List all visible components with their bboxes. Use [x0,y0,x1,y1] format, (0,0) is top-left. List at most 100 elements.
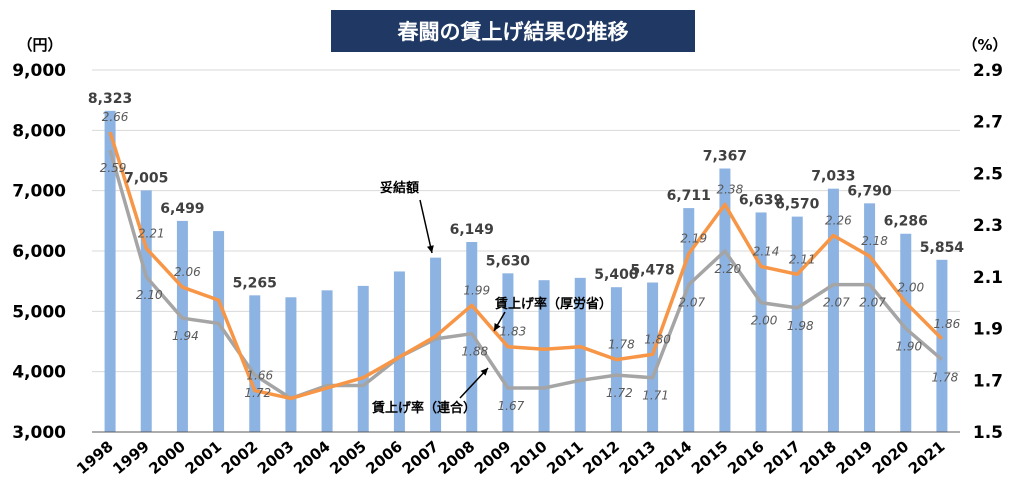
x-tick-label: 1998 [73,437,117,478]
mhlw-rate-label: 2.00 [897,281,924,295]
bar [900,233,912,432]
bar [466,242,478,432]
x-tick-label: 2001 [182,437,226,478]
mhlw-rate-label: 2.18 [861,234,888,248]
y-left-tick-label: 3,000 [12,423,66,443]
bar [864,203,876,432]
mhlw-rate-label: 2.38 [717,182,744,196]
x-tick-label: 2008 [435,437,479,478]
y-left-tick-label: 9,000 [12,61,66,81]
chart-title: 春闘の賃上げ結果の推移 [331,10,695,52]
y-left-tick-label: 5,000 [12,302,66,322]
bar-series [104,110,948,432]
rengo-rate-label: 2.10 [136,288,163,302]
y-right-tick-label: 2.3 [973,216,1003,236]
bar [430,257,442,432]
line-rengo [108,149,944,401]
y-left-tick-label: 7,000 [12,182,66,202]
bar [683,208,695,432]
mhlw-rate-label: 1.66 [246,369,273,383]
x-tick-label: 2007 [399,437,443,478]
bar [647,282,659,432]
x-tick-label: 2019 [833,437,877,478]
mhlw-rate-label: 2.19 [680,232,707,246]
rengo-rate-label: 1.71 [642,389,669,403]
x-tick-label: 2011 [543,437,587,478]
bar [176,220,188,432]
x-tick-label: 2013 [616,437,660,478]
rengo-rate-label: 1.78 [932,371,959,385]
mhlw-rate-label: 1.83 [500,325,527,339]
bar [936,259,948,432]
bar-value-label: 6,286 [884,214,928,230]
x-tick-label: 2014 [652,437,696,478]
bar-value-label: 5,630 [486,253,531,269]
bar [285,297,297,432]
bar [393,271,405,432]
annotation-bar: 妥結額 [380,180,419,196]
bar [719,168,731,432]
annotation-bar-arrow [419,199,433,254]
mhlw-rate-label: 2.06 [174,265,201,279]
rengo-rate-label: 1.90 [895,340,922,354]
bar-value-label: 8,323 [88,91,132,107]
bar-value-label: 6,499 [160,201,204,217]
annotation-mhlw: 賃上げ率（厚労省） [494,296,612,312]
bar [538,280,550,432]
y-left-tick-label: 6,000 [12,242,66,262]
annotation-rengo-arrow-head [480,368,488,376]
rengo-rate-label: 1.98 [787,319,814,333]
mhlw-rate-label: 2.26 [825,213,852,227]
x-tick-label: 2015 [688,437,732,478]
mhlw-rate-label: 2.66 [102,110,129,124]
bar-value-label: 6,790 [847,183,892,199]
bar [213,231,225,432]
y-right-tick-label: 1.7 [973,371,1003,391]
bar [321,290,333,432]
y-left-tick-label: 8,000 [12,121,66,141]
bar [755,212,767,432]
bar [502,273,514,432]
y-right-tick-label: 2.5 [973,164,1003,184]
x-tick-label: 2003 [254,437,298,478]
bar-value-label: 7,367 [703,149,747,165]
x-tick-label: 2017 [760,437,804,478]
rengo-rate-label: 1.72 [606,386,633,400]
bar-value-label: 6,711 [667,188,711,204]
bar [574,277,586,432]
mhlw-rate-label: 2.21 [138,226,165,240]
bar [140,190,152,432]
rengo-rate-label: 2.07 [823,296,850,310]
annotation-rengo: 賃上げ率（連合） [371,400,476,416]
rengo-rate-label: 1.88 [461,345,488,359]
x-tick-label: 2006 [362,437,406,478]
bar-value-label: 6,639 [739,192,783,208]
bar-value-label: 5,265 [233,275,277,291]
x-tick-label: 2021 [905,437,949,478]
mhlw-rate-label: 1.86 [934,317,961,331]
rengo-rate-label: 2.07 [859,296,886,310]
rengo-rate-label: 2.00 [751,314,778,328]
y-right-tick-label: 2.9 [973,61,1003,81]
x-tick-label: 2016 [724,437,768,478]
mhlw-rate-label: 1.78 [608,338,635,352]
bar-value-label: 6,149 [450,222,494,238]
bar-value-label: 5,400 [594,267,639,283]
bar-value-label: 5,478 [630,262,674,278]
x-tick-label: 2020 [869,437,913,478]
rengo-rate-label: 1.67 [498,399,525,413]
annotation-bar-arrow-head [427,245,434,253]
y-right-tick-label: 2.1 [973,268,1003,288]
bar [827,188,839,432]
rengo-rate-label: 1.72 [244,386,271,400]
x-tick-label: 2005 [326,437,370,478]
bar [357,285,369,432]
y-right-tick-label: 2.7 [973,113,1003,133]
mhlw-rate-label: 1.80 [644,332,671,346]
bar [104,110,116,432]
mhlw-rate-label: 2.14 [753,245,780,259]
x-tick-label: 2018 [796,437,840,478]
x-tick-label: 2004 [290,437,334,478]
y-right-tick-label: 1.5 [973,423,1003,443]
